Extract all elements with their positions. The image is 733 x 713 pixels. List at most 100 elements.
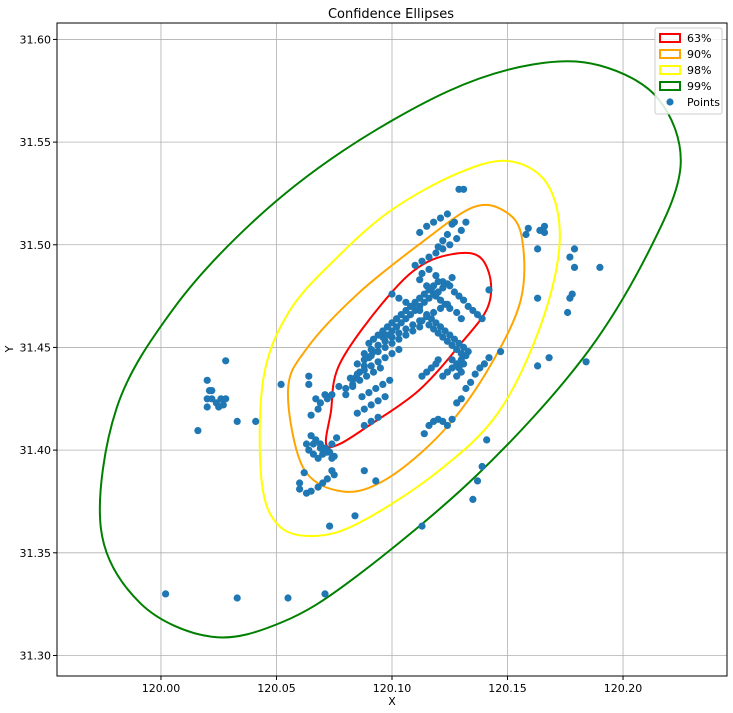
data-point: [314, 454, 322, 462]
data-point: [328, 440, 336, 448]
legend-label: 98%: [687, 64, 711, 77]
data-point: [436, 304, 445, 312]
data-point: [381, 337, 389, 345]
data-point: [203, 403, 211, 411]
data-point: [430, 308, 438, 317]
data-point: [316, 444, 324, 452]
data-point: [446, 282, 454, 290]
data-point: [480, 360, 488, 368]
data-point: [430, 417, 438, 425]
ellipse-63pct: [324, 251, 493, 449]
y-tick-label: 31.45: [20, 341, 52, 354]
data-point: [434, 278, 442, 286]
data-point: [448, 364, 456, 372]
data-point: [423, 313, 431, 321]
data-point: [307, 432, 315, 440]
y-tick-label: 31.35: [20, 547, 52, 560]
data-point: [450, 288, 458, 296]
data-point: [395, 329, 403, 337]
data-point: [441, 327, 449, 335]
data-point: [388, 290, 396, 298]
data-point: [582, 358, 590, 366]
data-point: [194, 427, 202, 435]
x-tick-label: 120.00: [142, 682, 181, 695]
data-point: [395, 335, 403, 343]
data-point: [448, 220, 456, 228]
data-point: [284, 594, 292, 602]
data-point: [418, 269, 426, 278]
data-point: [432, 360, 440, 368]
data-point: [323, 395, 331, 403]
data-point: [430, 282, 438, 290]
legend: 63% 90% 98% 99% Points: [654, 27, 723, 115]
legend-entry: 98%: [659, 64, 711, 77]
legend-entry: 99%: [659, 80, 711, 93]
data-point: [411, 261, 419, 269]
data-point: [455, 292, 463, 300]
data-point: [453, 345, 461, 354]
data-point: [323, 448, 331, 456]
data-point: [328, 391, 336, 399]
data-point: [374, 331, 382, 339]
data-point: [443, 368, 451, 376]
data-point: [406, 302, 415, 310]
data-point: [425, 286, 433, 294]
data-point: [476, 364, 484, 372]
y-axis: 31.30 31.35 31.40 31.45 31.50 31.55 31.60: [20, 33, 57, 662]
data-point: [430, 325, 438, 333]
x-tick-label: 120.20: [604, 682, 643, 695]
data-point: [333, 434, 341, 442]
data-point: [360, 356, 368, 364]
legend-entry: 90%: [659, 48, 711, 61]
data-point: [402, 306, 410, 315]
data-point: [596, 263, 604, 271]
data-point: [381, 393, 389, 401]
y-axis-label: Y: [3, 345, 16, 353]
data-point: [416, 323, 424, 331]
data-point: [453, 360, 461, 368]
data-point: [416, 228, 424, 237]
data-point: [420, 298, 428, 306]
data-point: [462, 218, 470, 226]
data-point: [524, 224, 532, 232]
data-point: [570, 245, 579, 253]
data-point: [425, 421, 433, 430]
legend-swatch: [659, 49, 681, 59]
data-point: [302, 440, 311, 448]
data-point: [252, 417, 260, 425]
data-point: [335, 382, 343, 391]
data-point: [328, 454, 336, 462]
data-point: [356, 376, 364, 384]
data-point: [439, 417, 447, 425]
data-point: [360, 467, 368, 475]
data-point: [425, 294, 433, 302]
data-point: [367, 401, 375, 409]
data-point: [448, 274, 456, 282]
data-point: [443, 300, 451, 308]
legend-label: 99%: [687, 80, 711, 93]
data-point: [367, 417, 375, 425]
data-point: [372, 477, 380, 485]
data-point: [374, 341, 382, 349]
data-point: [432, 292, 440, 300]
data-point: [497, 348, 505, 356]
data-point: [469, 306, 477, 315]
data-point: [471, 370, 479, 378]
data-point: [349, 380, 357, 388]
data-point: [379, 380, 387, 388]
data-point: [363, 372, 371, 380]
data-point: [570, 263, 579, 271]
data-point: [367, 352, 375, 360]
data-point: [307, 411, 315, 419]
data-point: [522, 230, 530, 239]
data-point: [462, 384, 470, 393]
data-point: [360, 350, 368, 358]
data-point: [409, 321, 417, 329]
data-point: [418, 372, 426, 380]
data-point: [467, 378, 475, 386]
data-point: [309, 440, 317, 448]
data-point: [388, 319, 396, 327]
data-point: [436, 323, 445, 331]
y-tick-label: 31.50: [20, 239, 52, 252]
